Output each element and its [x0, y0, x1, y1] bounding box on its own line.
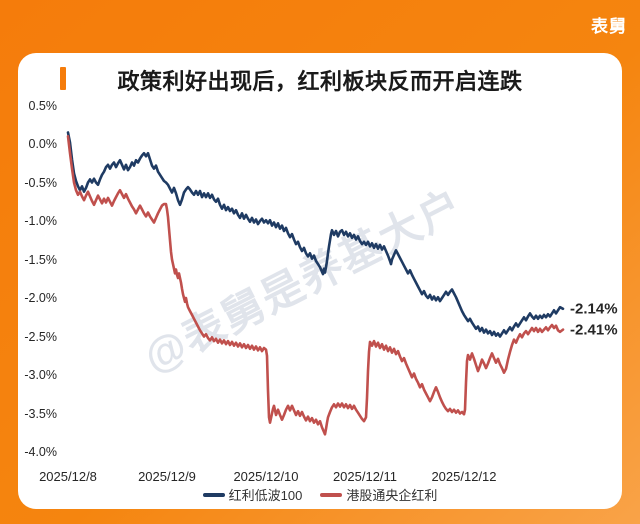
- y-axis-tick-label: 0.0%: [28, 137, 58, 151]
- series-line-港股通央企红利: [66, 135, 565, 436]
- brand-logo: 表舅: [591, 17, 627, 36]
- y-axis-tick-label: 0.5%: [28, 98, 58, 113]
- legend-label: 红利低波100: [228, 488, 303, 503]
- line-plot: [66, 131, 565, 436]
- y-axis-tick-label: -1.0%: [24, 214, 57, 228]
- y-axis-tick-label: -4.0%: [24, 445, 57, 459]
- legend-swatch-icon: [202, 492, 225, 497]
- x-axis-tick-label: 2025/12/10: [233, 469, 299, 484]
- legend-label: 港股通央企红利: [346, 488, 438, 503]
- series-line-红利低波100: [66, 131, 565, 338]
- legend-item: 红利低波100: [202, 485, 303, 504]
- legend-swatch-icon: [320, 492, 343, 497]
- y-axis-tick-label: -2.5%: [24, 329, 57, 344]
- series-end-label: -2.14%: [570, 300, 618, 318]
- chart-title: 政策利好出现后，红利板块反而开启连跌: [117, 69, 523, 94]
- y-axis-tick-label: -3.0%: [24, 368, 57, 382]
- chart-legend: 红利低波100 港股通央企红利: [18, 485, 622, 504]
- y-axis-tick-label: -1.5%: [24, 252, 57, 267]
- x-axis-tick-label: 2025/12/8: [39, 469, 97, 484]
- y-axis-tick-label: -0.5%: [24, 175, 57, 190]
- x-axis-tick-label: 2025/12/9: [138, 469, 196, 484]
- legend-item: 港股通央企红利: [320, 485, 437, 504]
- title-accent-bar: [60, 67, 66, 90]
- chart-card: 政策利好出现后，红利板块反而开启连跌 @表舅是养基大户 0.5% 0.0% -0.5…: [18, 53, 622, 509]
- x-axis-tick-label: 2025/12/12: [431, 469, 497, 484]
- y-axis-tick-label: -2.0%: [24, 291, 57, 305]
- series-end-label: -2.41%: [570, 321, 618, 339]
- y-axis-tick-label: -3.5%: [24, 406, 57, 421]
- x-axis-tick-label: 2025/12/11: [332, 469, 398, 484]
